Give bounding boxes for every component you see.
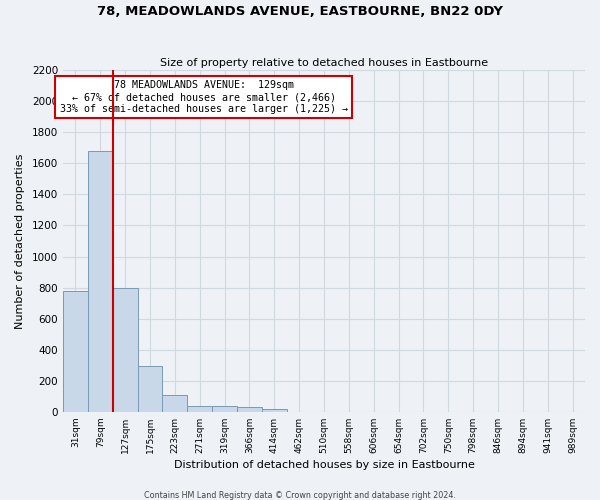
Bar [187, 406, 212, 412]
Text: Contains HM Land Registry data © Crown copyright and database right 2024.: Contains HM Land Registry data © Crown c… [144, 490, 456, 500]
Text: 78, MEADOWLANDS AVENUE, EASTBOURNE, BN22 0DY: 78, MEADOWLANDS AVENUE, EASTBOURNE, BN22… [97, 5, 503, 18]
Bar [88, 151, 113, 412]
Bar [212, 406, 237, 412]
Bar [137, 366, 163, 412]
Y-axis label: Number of detached properties: Number of detached properties [15, 154, 25, 328]
Bar [113, 288, 137, 412]
Title: Size of property relative to detached houses in Eastbourne: Size of property relative to detached ho… [160, 58, 488, 68]
Bar [262, 408, 287, 412]
Bar [237, 407, 262, 412]
Bar [63, 290, 88, 412]
X-axis label: Distribution of detached houses by size in Eastbourne: Distribution of detached houses by size … [173, 460, 475, 470]
Text: 78 MEADOWLANDS AVENUE:  129sqm
← 67% of detached houses are smaller (2,466)
33% : 78 MEADOWLANDS AVENUE: 129sqm ← 67% of d… [60, 80, 348, 114]
Bar [163, 394, 187, 412]
